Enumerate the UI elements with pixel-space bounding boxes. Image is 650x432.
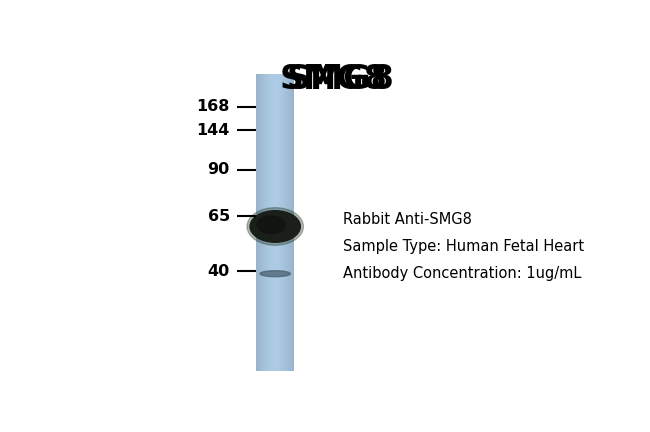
Text: SMG8: SMG8 (287, 64, 395, 96)
Ellipse shape (257, 216, 285, 234)
Text: 90: 90 (207, 162, 230, 178)
Ellipse shape (247, 208, 304, 245)
Text: 40: 40 (207, 264, 230, 279)
Text: Antibody Concentration: 1ug/mL: Antibody Concentration: 1ug/mL (343, 266, 582, 280)
Text: 144: 144 (196, 123, 230, 137)
Text: Sample Type: Human Fetal Heart: Sample Type: Human Fetal Heart (343, 239, 584, 254)
Text: SMG8: SMG8 (280, 64, 387, 96)
Text: 168: 168 (196, 99, 230, 114)
Ellipse shape (250, 211, 300, 242)
Ellipse shape (260, 271, 291, 277)
Text: 65: 65 (207, 209, 230, 224)
Text: Rabbit Anti-SMG8: Rabbit Anti-SMG8 (343, 212, 472, 227)
